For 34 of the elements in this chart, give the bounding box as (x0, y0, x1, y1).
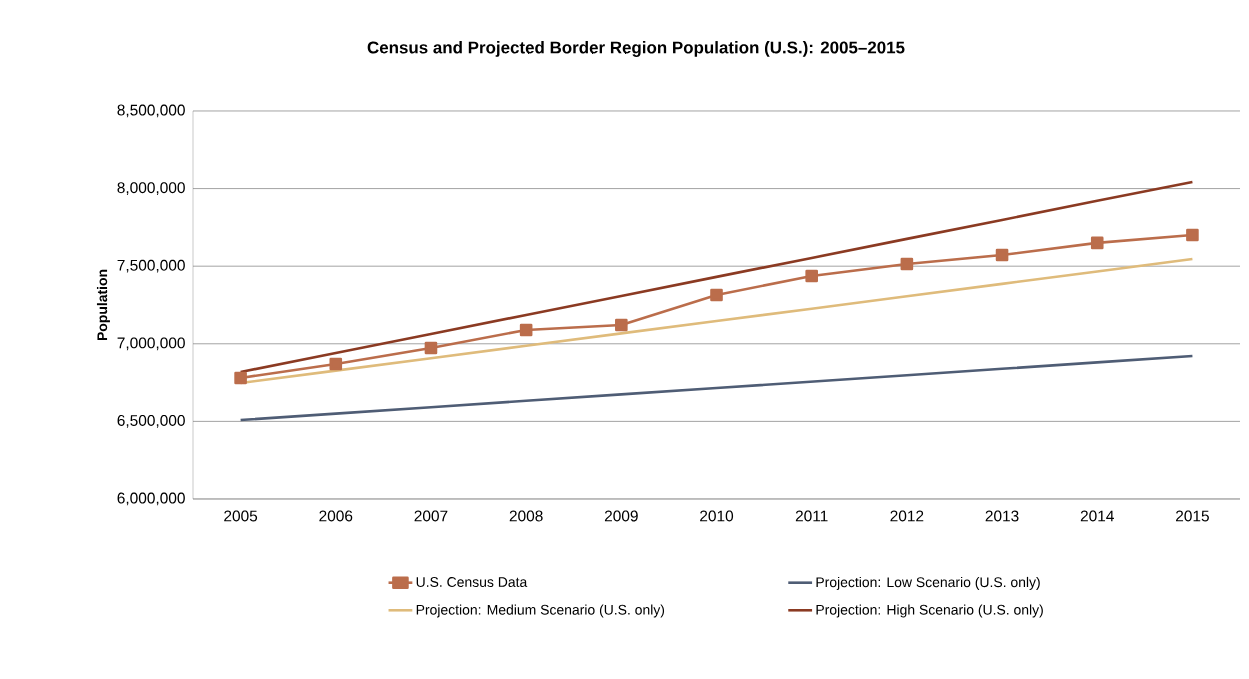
x-tick-label: 2014 (1080, 510, 1114, 522)
y-tick-label: 7,000,000 (117, 337, 185, 351)
x-tick-label: 2007 (414, 510, 448, 522)
point (1090, 236, 1104, 250)
x-tick-label: 2008 (509, 510, 543, 522)
y-tick-label: 7,500,000 (117, 259, 185, 273)
point (329, 357, 343, 371)
point (519, 323, 533, 337)
legend-label: U.S. Census Data (416, 577, 528, 587)
point (424, 341, 438, 355)
y-axis-title: Population (96, 269, 110, 341)
x-tick-label: 2013 (985, 510, 1019, 522)
y-tick-label: 8,000,000 (117, 182, 185, 195)
x-tick-label: 2009 (604, 510, 638, 522)
x-tick-label: 2015 (1176, 510, 1209, 522)
x-tick-label: 2010 (700, 510, 734, 522)
x-tick-label: 2005 (224, 510, 258, 522)
y-tick-label: 6,500,000 (117, 415, 185, 428)
x-tick-label: 2011 (795, 510, 828, 522)
point (615, 318, 628, 332)
legend-label: Projection: Medium Scenario (U.S. only) (416, 604, 665, 618)
y-tick-label: 8,500,000 (117, 104, 185, 118)
legend-label: Projection: Low Scenario (U.S. only) (816, 576, 1040, 590)
point (710, 288, 723, 302)
x-tick-label: 2012 (890, 510, 924, 522)
point (1186, 228, 1199, 242)
point (995, 248, 1009, 262)
x-tick-label: 2006 (319, 510, 353, 522)
point (234, 371, 247, 385)
point (805, 269, 818, 283)
point (900, 257, 914, 271)
y-tick-label: 6,000,000 (117, 492, 185, 506)
chart-title: Census and Projected Border Region Population (U.S.): 2005–2015 (367, 41, 905, 57)
legend-label: Projection: High Scenario (U.S. only) (816, 604, 1043, 618)
